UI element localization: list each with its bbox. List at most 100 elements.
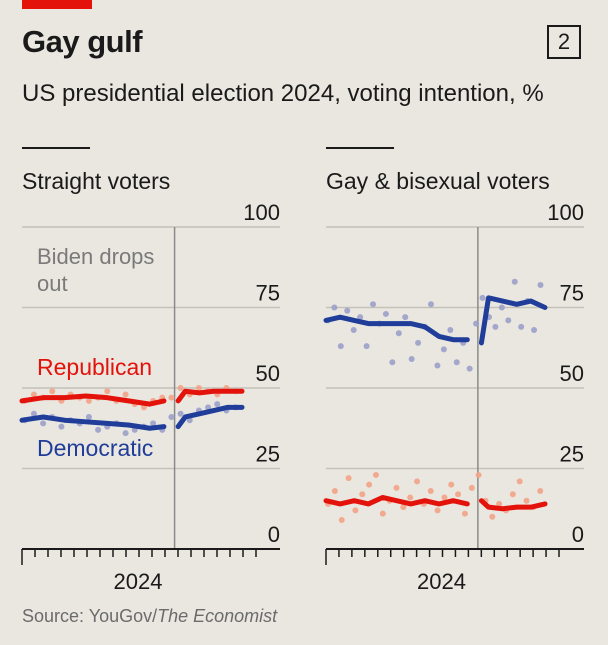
data-point: [168, 413, 175, 420]
data-point: [441, 494, 448, 501]
panel-rule: [22, 147, 90, 149]
data-point: [370, 301, 377, 308]
data-point: [350, 327, 357, 334]
x-tick-label: 2024: [114, 569, 163, 594]
y-tick-label: 75: [560, 281, 584, 306]
data-point: [475, 471, 482, 478]
series-line-republican: [478, 498, 548, 512]
chart-subtitle: US presidential election 2024, voting in…: [22, 80, 544, 107]
panel-rule: [326, 147, 394, 149]
data-point: [40, 420, 47, 427]
data-point: [489, 513, 496, 520]
data-point: [366, 481, 373, 488]
data-point: [427, 301, 434, 308]
data-point: [473, 320, 480, 327]
y-tick-label: 0: [268, 522, 280, 547]
source-prefix: Source: YouGov/: [22, 606, 158, 626]
data-point: [379, 510, 386, 517]
data-point: [468, 484, 475, 491]
data-point: [511, 278, 518, 285]
data-point: [357, 314, 364, 321]
source-note: Source: YouGov/The Economist: [22, 606, 277, 627]
data-point: [58, 423, 65, 430]
data-point: [448, 481, 455, 488]
data-point: [359, 491, 366, 498]
data-point: [498, 304, 505, 311]
annotation-text: Biden drops: [37, 244, 154, 269]
data-point: [345, 475, 352, 482]
data-point: [331, 304, 338, 311]
data-point: [382, 310, 389, 317]
data-point: [427, 488, 434, 495]
panel-title: Gay & bisexual voters: [326, 168, 550, 194]
data-point: [400, 504, 407, 511]
series-line-democratic: [478, 295, 548, 346]
data-point: [95, 426, 102, 433]
data-point: [337, 343, 344, 350]
data-point: [408, 356, 415, 363]
data-point: [85, 413, 92, 420]
data-point: [496, 500, 503, 507]
data-point: [509, 491, 516, 498]
data-point: [363, 343, 370, 350]
data-point: [440, 346, 447, 353]
chart-title: Gay gulf: [22, 24, 143, 59]
data-point: [537, 281, 544, 288]
y-tick-label: 0: [572, 522, 584, 547]
data-point: [531, 327, 538, 334]
data-point: [518, 323, 525, 330]
data-point: [492, 323, 499, 330]
data-point: [214, 401, 221, 408]
chart-number-badge: 2: [547, 25, 581, 59]
data-point: [150, 420, 157, 427]
data-point: [352, 507, 359, 514]
x-tick-label: 2024: [417, 569, 466, 594]
y-tick-label: 25: [560, 442, 584, 467]
data-point: [30, 410, 37, 417]
data-point: [177, 410, 184, 417]
data-point: [434, 362, 441, 369]
data-point: [393, 484, 400, 491]
data-point: [505, 317, 512, 324]
data-point: [447, 327, 454, 334]
data-point: [122, 430, 129, 437]
data-point: [537, 488, 544, 495]
data-point: [85, 397, 92, 404]
data-point: [122, 391, 129, 398]
data-point: [461, 510, 468, 517]
data-point: [389, 359, 396, 366]
data-point: [434, 507, 441, 514]
data-point: [523, 497, 530, 504]
source-publication: The Economist: [157, 606, 278, 626]
y-tick-label: 25: [256, 442, 280, 467]
data-point: [395, 330, 402, 337]
series-line-democratic: [323, 314, 470, 343]
data-point: [344, 307, 351, 314]
data-point: [516, 478, 523, 485]
y-tick-label: 100: [243, 200, 280, 225]
data-point: [338, 517, 345, 524]
data-point: [30, 391, 37, 398]
series-line-republican: [19, 393, 167, 407]
data-point: [414, 478, 421, 485]
brand-red-tag: [22, 0, 92, 9]
data-point: [205, 404, 212, 411]
y-tick-label: 75: [256, 281, 280, 306]
panel-title: Straight voters: [22, 168, 170, 194]
data-point: [372, 471, 379, 478]
data-point: [455, 491, 462, 498]
series-label-democratic: Democratic: [37, 435, 153, 461]
data-point: [402, 314, 409, 321]
series-line-democratic: [19, 414, 167, 431]
y-tick-label: 50: [256, 361, 280, 386]
annotation-text: out: [37, 271, 68, 296]
series-line-democratic: [175, 404, 245, 430]
data-point: [331, 488, 338, 495]
series-label-republican: Republican: [37, 354, 152, 380]
data-point: [453, 359, 460, 366]
series-line-republican: [175, 388, 245, 404]
data-point: [49, 388, 56, 395]
data-point: [195, 385, 202, 391]
data-point: [104, 388, 111, 395]
